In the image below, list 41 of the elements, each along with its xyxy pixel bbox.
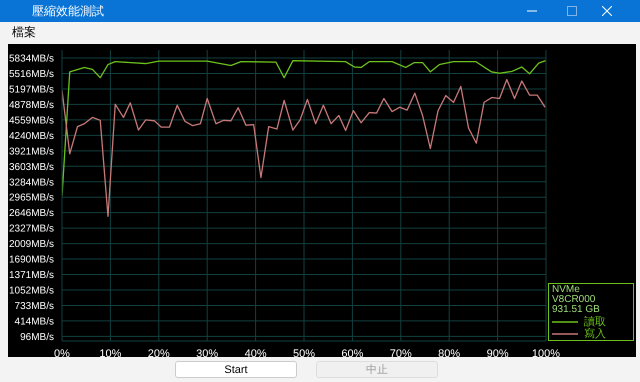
y-tick-label: 4559MB/s	[8, 115, 54, 126]
x-tick-label: 90%	[486, 348, 509, 360]
y-tick-label: 4878MB/s	[8, 100, 54, 111]
y-tick-label: 5834MB/s	[8, 54, 54, 65]
y-tick-label: 96MB/s	[20, 332, 54, 343]
x-tick-label: 30%	[196, 348, 218, 360]
text: Start	[175, 361, 297, 378]
y-tick-label: 3603MB/s	[8, 162, 54, 173]
y-tick-label: 2327MB/s	[8, 224, 54, 235]
y-tick-label: 2009MB/s	[8, 239, 54, 250]
text: V8CR000	[552, 294, 596, 305]
y-tick-label: 4240MB/s	[8, 130, 54, 142]
line-series	[62, 78, 546, 218]
y-tick-label: 3921MB/s	[8, 146, 54, 158]
text: 中止	[316, 361, 438, 378]
y-tick-label: 1052MB/s	[8, 286, 54, 297]
text: 檔案	[11, 24, 37, 40]
y-tick-label: 2646MB/s	[8, 208, 54, 220]
y-tick-label: 733MB/s	[14, 301, 54, 312]
y-tick-label: 1371MB/s	[8, 270, 54, 282]
x-tick-label: 10%	[99, 348, 122, 360]
x-tick-label: 80%	[438, 348, 460, 360]
text: NVMe	[552, 284, 581, 295]
line-series	[62, 60, 546, 198]
y-tick-label: 5516MB/s	[8, 69, 54, 80]
x-tick-label: 100%	[532, 348, 560, 360]
x-tick-label: 40%	[244, 348, 267, 360]
chart-title: 壓縮效能測試	[32, 2, 104, 20]
text: 931.51 GB	[552, 304, 601, 315]
y-tick-label: 5197MB/s	[8, 84, 54, 96]
y-tick-label: 414MB/s	[14, 316, 54, 328]
y-tick-label: 2965MB/s	[8, 192, 54, 204]
y-tick-label: 1690MB/s	[8, 254, 54, 266]
y-tick-label: 3284MB/s	[8, 177, 54, 188]
x-tick-label: 60%	[341, 348, 364, 360]
legend-label: 寫入	[584, 328, 606, 340]
x-tick-label: 0%	[54, 348, 70, 360]
x-tick-label: 70%	[390, 348, 412, 360]
x-tick-label: 20%	[148, 348, 170, 360]
legend-label: 讀取	[584, 316, 606, 328]
x-tick-label: 50%	[292, 348, 316, 360]
